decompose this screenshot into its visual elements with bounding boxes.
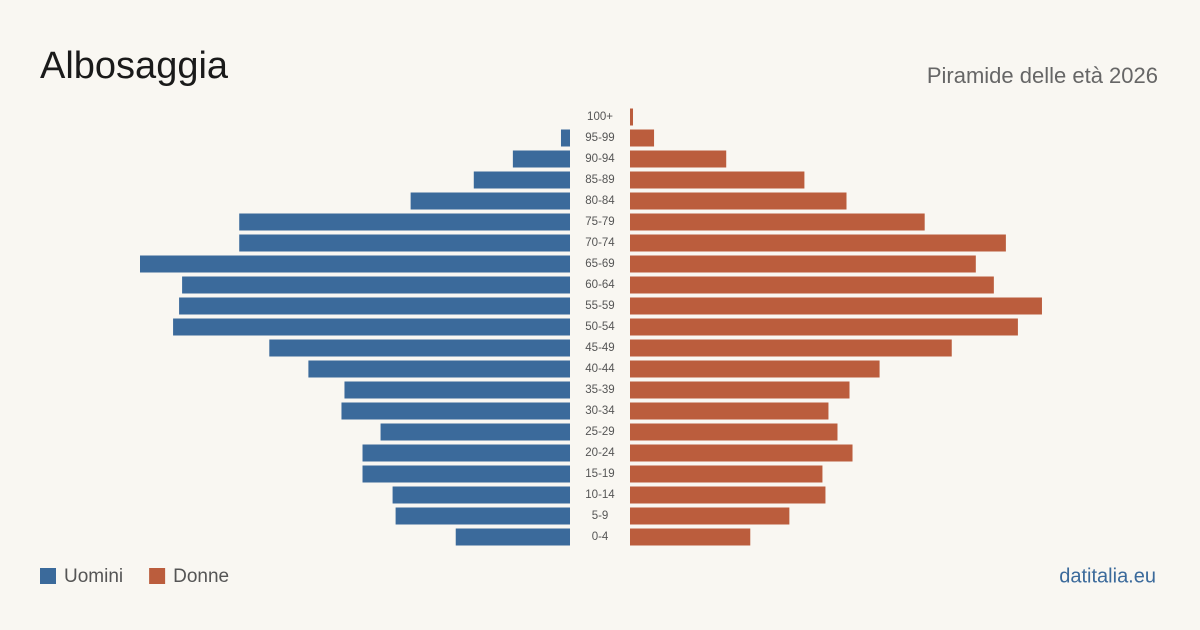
category-label: 90-94 <box>585 153 615 165</box>
bar <box>341 402 570 420</box>
bar <box>392 486 570 504</box>
chart-title: Albosaggia <box>40 45 229 87</box>
bar <box>630 423 838 441</box>
bar <box>362 465 570 483</box>
bar <box>455 528 570 546</box>
bar <box>630 192 847 210</box>
bar <box>630 507 790 525</box>
category-label: 0-4 <box>592 531 609 543</box>
category-label: 100+ <box>587 111 613 123</box>
category-label: 55-59 <box>585 300 614 312</box>
bar <box>179 297 570 315</box>
category-label: 50-54 <box>585 321 615 333</box>
bar <box>239 234 570 252</box>
bar <box>630 381 850 399</box>
bar <box>512 150 570 168</box>
category-label: 75-79 <box>585 216 614 228</box>
bar <box>239 213 570 231</box>
category-label: 45-49 <box>585 342 614 354</box>
bar <box>630 360 880 378</box>
bar <box>630 297 1042 315</box>
bar <box>140 255 570 273</box>
category-label: 65-69 <box>585 258 614 270</box>
bar <box>269 339 570 357</box>
chart-subtitle: Piramide delle età 2026 <box>927 63 1158 88</box>
bar <box>630 108 634 126</box>
legend-swatch <box>149 568 166 584</box>
bar <box>630 318 1018 336</box>
category-label: 95-99 <box>585 132 614 144</box>
category-label: 85-89 <box>585 174 614 186</box>
bar <box>560 129 570 147</box>
category-label: 15-19 <box>585 468 614 480</box>
bar <box>630 213 925 231</box>
bar <box>630 402 829 420</box>
bar <box>362 444 570 462</box>
bar <box>630 276 994 294</box>
bar <box>630 486 826 504</box>
bar <box>395 507 570 525</box>
bar <box>630 234 1006 252</box>
category-label: 30-34 <box>585 405 615 417</box>
category-label: 70-74 <box>585 237 615 249</box>
category-label: 10-14 <box>585 489 615 501</box>
bar <box>630 465 823 483</box>
bar <box>473 171 570 189</box>
legend-label: Donne <box>173 566 229 587</box>
source: datitalia.eu <box>1059 565 1156 587</box>
category-label: 20-24 <box>585 447 615 459</box>
category-label: 60-64 <box>585 279 615 291</box>
category-label: 80-84 <box>585 195 615 207</box>
bar <box>308 360 570 378</box>
legend-swatch <box>40 568 56 584</box>
bar <box>630 129 655 147</box>
bar <box>380 423 570 441</box>
bar <box>630 150 727 168</box>
category-label: 40-44 <box>585 363 615 375</box>
legend-label: Uomini <box>64 566 123 587</box>
bar <box>630 528 751 546</box>
bar <box>410 192 570 210</box>
bar <box>182 276 570 294</box>
category-label: 25-29 <box>585 426 614 438</box>
category-label: 35-39 <box>585 384 614 396</box>
category-label: 5-9 <box>592 510 609 522</box>
bar <box>344 381 570 399</box>
bar <box>630 339 952 357</box>
bar <box>630 171 805 189</box>
bar <box>630 444 853 462</box>
bar <box>173 318 571 336</box>
bar <box>630 255 976 273</box>
